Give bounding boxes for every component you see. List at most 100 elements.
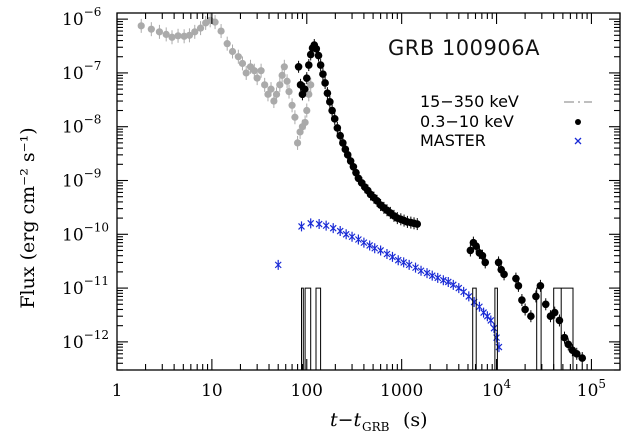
bat-data-point (228, 47, 237, 56)
legend-cross-marker (574, 137, 582, 145)
bat-data-point (196, 24, 205, 32)
master-data-point (366, 240, 374, 251)
xrt-data-point (314, 51, 323, 60)
bat-data-point (301, 118, 309, 127)
xrt-data-point (339, 139, 347, 147)
master-data-point (354, 234, 362, 245)
xrt-data-point (532, 292, 540, 301)
master-data-point (315, 219, 323, 230)
xrt-data-point (349, 162, 358, 171)
bat-data-point (253, 74, 261, 82)
bat-data-point (288, 101, 296, 109)
bat-data-point (261, 81, 269, 89)
xrt-data-point (323, 89, 332, 97)
xrt-data-point (500, 270, 508, 279)
bat-data-point (155, 28, 164, 36)
legend-label: MASTER (420, 131, 486, 150)
bat-data-point (283, 77, 291, 85)
bat-data-point (307, 81, 315, 89)
y-tick-label: 10−11 (62, 274, 109, 299)
bat-data-point (264, 90, 272, 98)
xrt-data-point (481, 258, 490, 267)
xrt-data-point (572, 350, 581, 358)
bat-data-point (242, 69, 250, 77)
bat-data-point (185, 31, 194, 39)
legend-dot-marker (575, 119, 581, 125)
series-3 (301, 287, 574, 371)
master-data-point (405, 259, 413, 270)
x-axis-label-unit: (s) (403, 409, 428, 431)
xrt-data-point (527, 312, 535, 321)
master-data-point (434, 272, 442, 283)
xrt-data-point (336, 131, 344, 140)
master-data-point (439, 275, 447, 286)
xrt-data-point (346, 157, 355, 165)
x-tick-label: 10 (201, 381, 223, 401)
master-data-point (428, 270, 436, 281)
bat-data-point (137, 22, 145, 30)
bat-data-point (285, 87, 293, 96)
xrt-data-point (564, 340, 573, 349)
y-tick-label: 10−12 (62, 328, 109, 353)
xrt-data-point (578, 354, 587, 362)
xrt-data-point (478, 251, 487, 260)
bat-data-point (267, 85, 275, 93)
y-tick-label: 10−8 (62, 113, 101, 138)
master-data-point (490, 323, 498, 334)
xrt-data-point (472, 242, 480, 251)
plot-area (137, 13, 587, 371)
x-tick-label: 1 (112, 381, 123, 401)
y-tick-label: 10−6 (62, 5, 101, 30)
bat-data-point (174, 32, 182, 40)
master-data-point (449, 279, 457, 290)
xrt-data-point (541, 300, 550, 309)
y-axis-ticks: 10−6 10−7 10−8 10−9 10−10 10−11 10−12 (62, 5, 620, 371)
master-data-point (329, 223, 337, 234)
bat-data-point (191, 28, 199, 36)
master-data-point (383, 249, 391, 260)
xrt-data-point (494, 258, 503, 267)
master-data-point (417, 265, 425, 276)
master-data-point (423, 268, 431, 279)
bat-data-point (238, 59, 247, 68)
xrt-data-point (555, 316, 564, 325)
xrt-data-point (321, 79, 329, 87)
bat-data-point (305, 90, 313, 98)
bat-data-point (234, 53, 242, 61)
master-data-point (360, 237, 368, 248)
xrt-data-point (413, 220, 422, 228)
xrt-data-point (512, 274, 520, 283)
legend-label: 15−350 keV (420, 92, 519, 111)
bat-data-point (162, 30, 170, 39)
master-data-point (460, 286, 468, 297)
legend-label: 0.3−10 keV (420, 112, 514, 131)
xrt-data-point (302, 74, 311, 82)
xrt-data-point (521, 305, 529, 314)
y-tick-label: 10−10 (62, 220, 109, 245)
master-data-point (495, 342, 503, 353)
master-data-point (336, 226, 344, 237)
bat-data-point (272, 90, 281, 98)
xrt-data-point (330, 115, 339, 123)
master-data-point (298, 221, 305, 232)
bat-data-point (211, 18, 219, 26)
bat-data-point (276, 81, 284, 89)
master-data-point (307, 218, 315, 229)
xrt-data-point (514, 282, 523, 290)
master-data-point (274, 259, 282, 270)
bat-data-point (250, 67, 258, 75)
bat-data-point (280, 63, 288, 71)
y-axis-label: Flux (erg cm⁻² s⁻¹) (17, 127, 39, 308)
bat-data-point (223, 40, 231, 48)
bat-data-point (293, 139, 302, 147)
xrt-data-point (560, 333, 569, 342)
master-data-point (348, 231, 356, 242)
master-data-point (371, 243, 379, 254)
master-data-point (342, 229, 350, 240)
xrt-data-point (316, 61, 325, 69)
bat-data-point (303, 106, 311, 115)
y-tick-label: 10−9 (62, 167, 101, 192)
x-axis-label: t−t GRB (s) (330, 409, 428, 434)
y-tick-label: 10−7 (62, 59, 101, 84)
xrt-data-point (466, 246, 475, 255)
